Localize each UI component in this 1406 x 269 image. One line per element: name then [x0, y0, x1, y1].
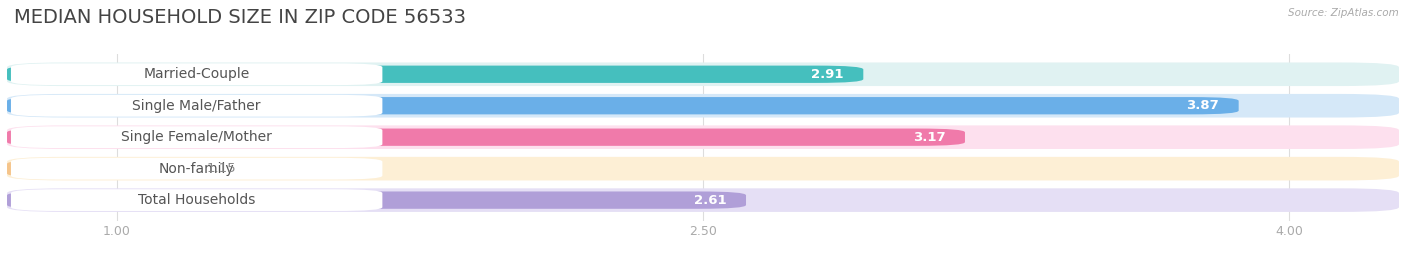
- FancyBboxPatch shape: [11, 189, 382, 211]
- Text: 1.15: 1.15: [207, 162, 236, 175]
- FancyBboxPatch shape: [7, 94, 1399, 118]
- FancyBboxPatch shape: [7, 160, 176, 177]
- FancyBboxPatch shape: [7, 125, 1399, 149]
- Text: Married-Couple: Married-Couple: [143, 67, 250, 81]
- Text: Single Female/Mother: Single Female/Mother: [121, 130, 273, 144]
- FancyBboxPatch shape: [7, 66, 863, 83]
- FancyBboxPatch shape: [7, 62, 1399, 86]
- Text: MEDIAN HOUSEHOLD SIZE IN ZIP CODE 56533: MEDIAN HOUSEHOLD SIZE IN ZIP CODE 56533: [14, 8, 465, 27]
- Text: 2.61: 2.61: [693, 194, 727, 207]
- Text: 2.91: 2.91: [811, 68, 844, 81]
- FancyBboxPatch shape: [11, 95, 382, 116]
- FancyBboxPatch shape: [7, 188, 1399, 212]
- Text: Single Male/Father: Single Male/Father: [132, 99, 262, 113]
- FancyBboxPatch shape: [11, 63, 382, 85]
- FancyBboxPatch shape: [7, 97, 1239, 114]
- Text: Total Households: Total Households: [138, 193, 256, 207]
- FancyBboxPatch shape: [7, 192, 747, 209]
- Text: 3.17: 3.17: [912, 131, 945, 144]
- FancyBboxPatch shape: [11, 126, 382, 148]
- FancyBboxPatch shape: [7, 157, 1399, 180]
- Text: Non-family: Non-family: [159, 162, 235, 176]
- Text: Source: ZipAtlas.com: Source: ZipAtlas.com: [1288, 8, 1399, 18]
- FancyBboxPatch shape: [7, 129, 965, 146]
- FancyBboxPatch shape: [11, 158, 382, 179]
- Text: 3.87: 3.87: [1187, 99, 1219, 112]
